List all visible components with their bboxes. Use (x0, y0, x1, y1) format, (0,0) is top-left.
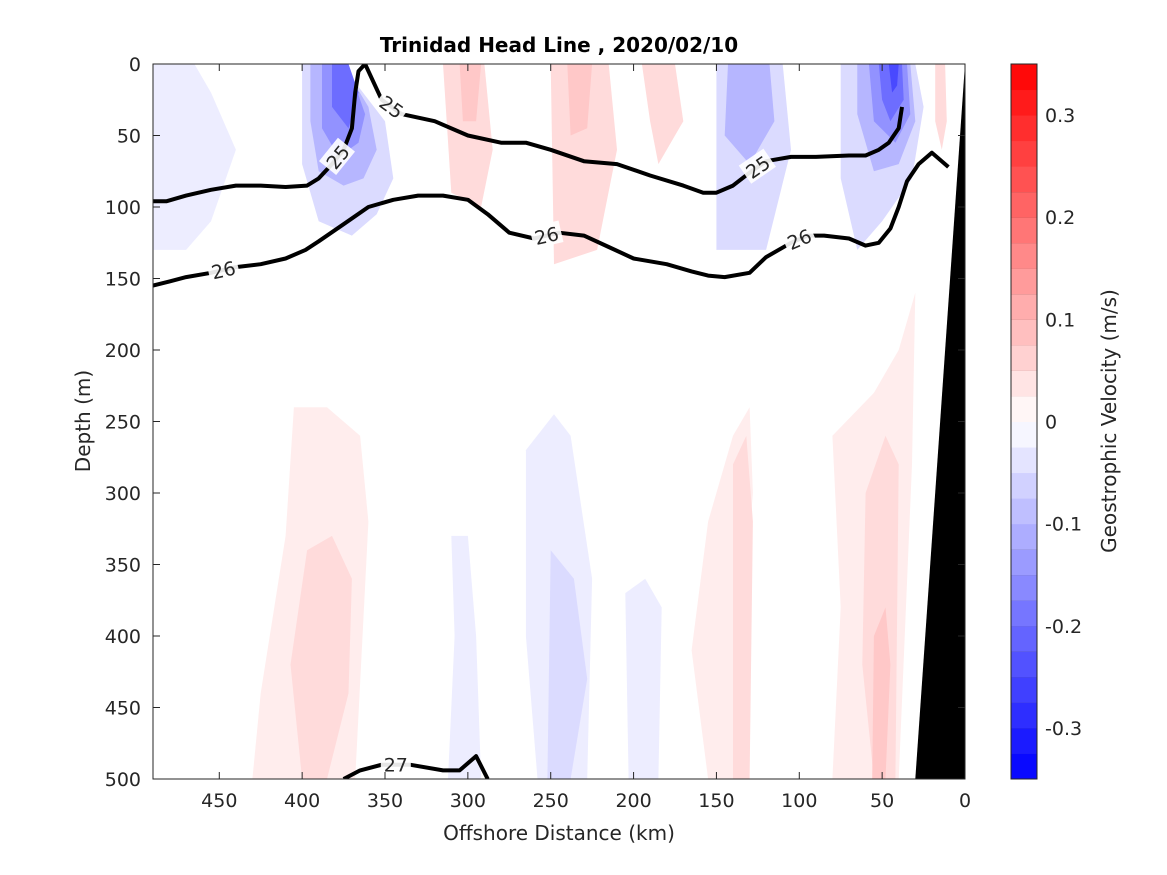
colorbar-step (1011, 727, 1037, 754)
colorbar-step (1011, 549, 1037, 576)
colorbar-step (1011, 702, 1037, 729)
colorbar-step (1011, 166, 1037, 193)
y-axis: 0 50 100 150 200 250 300 350 400 450 500 (105, 54, 965, 791)
y-tick-label: 200 (105, 340, 141, 362)
x-tick-label: 200 (615, 790, 651, 812)
colorbar-ticks: -0.3 -0.2 -0.1 0 0.1 0.2 0.3 (1045, 105, 1082, 740)
colorbar-tick-label: -0.1 (1045, 514, 1082, 536)
y-tick-label: 150 (105, 269, 141, 291)
y-tick-label: 400 (105, 626, 141, 648)
x-tick-label: 300 (450, 790, 486, 812)
colorbar-step (1011, 625, 1037, 652)
velocity-region-27 (862, 435, 899, 779)
velocity-region-23 (625, 578, 662, 779)
velocity-region-8 (567, 64, 593, 136)
velocity-region-0 (153, 64, 236, 250)
x-tick-label: 0 (959, 790, 971, 812)
colorbar-step (1011, 753, 1037, 780)
colorbar-step (1011, 344, 1037, 371)
contour-label-text: 27 (384, 755, 408, 777)
colorbar (1011, 63, 1037, 780)
y-tick-label: 0 (129, 54, 141, 76)
colorbar-step (1011, 319, 1037, 346)
velocity-region-22 (547, 550, 588, 779)
colorbar-tick-label: 0.3 (1045, 105, 1075, 127)
colorbar-step (1011, 64, 1037, 91)
colorbar-step (1011, 370, 1037, 397)
colorbar-step (1011, 395, 1037, 422)
y-tick-label: 300 (105, 483, 141, 505)
colorbar-step (1011, 523, 1037, 550)
y-tick-label: 350 (105, 555, 141, 577)
colorbar-tick-label: -0.2 (1045, 616, 1082, 638)
x-axis: 450 400 350 300 250 200 150 100 50 0 (201, 64, 971, 812)
colorbar-tick-label: 0.1 (1045, 309, 1075, 331)
x-tick-label: 450 (201, 790, 237, 812)
velocity-region-25 (733, 435, 753, 779)
y-tick-label: 50 (117, 126, 141, 148)
velocity-region-28 (872, 607, 891, 779)
colorbar-tick-label: 0.2 (1045, 207, 1075, 229)
y-tick-label: 500 (105, 769, 141, 791)
colorbar-step (1011, 89, 1037, 116)
x-tick-label: 350 (367, 790, 403, 812)
velocity-region-6 (459, 64, 482, 122)
colorbar-label: Geostrophic Velocity (m/s) (1097, 289, 1121, 553)
y-tick-label: 100 (105, 197, 141, 219)
y-tick-label: 450 (105, 698, 141, 720)
colorbar-step (1011, 498, 1037, 525)
x-tick-label: 400 (284, 790, 320, 812)
colorbar-frame (1010, 63, 1038, 780)
colorbar-step (1011, 217, 1037, 244)
contour-label-4: 26 (529, 220, 564, 250)
colorbar-step (1011, 191, 1037, 218)
colorbar-step (1011, 574, 1037, 601)
x-axis-label: Offshore Distance (km) (443, 821, 675, 845)
colorbar-step (1011, 600, 1037, 627)
contour-label-text: 26 (209, 257, 238, 284)
velocity-region-9 (641, 64, 684, 165)
colorbar-step (1011, 115, 1037, 142)
colorbar-step (1011, 447, 1037, 474)
density-contour-25 (153, 64, 904, 204)
velocity-region-11 (724, 64, 775, 165)
contour-label-text: 26 (533, 223, 562, 250)
colorbar-step (1011, 293, 1037, 320)
colorbar-step (1011, 140, 1037, 167)
velocity-fill-layer (153, 64, 947, 779)
velocity-region-19 (290, 535, 352, 779)
colorbar-step (1011, 268, 1037, 295)
colorbar-tick-label: 0 (1045, 412, 1057, 434)
x-tick-label: 50 (870, 790, 894, 812)
velocity-region-7 (550, 64, 617, 265)
velocity-region-20 (448, 535, 482, 779)
density-contour-26 (153, 150, 950, 288)
chart-title: Trinidad Head Line , 2020/02/10 (380, 33, 738, 57)
contour-label-3: 26 (206, 254, 241, 284)
x-tick-label: 150 (698, 790, 734, 812)
bathymetry-shelf (915, 64, 965, 779)
colorbar-step (1011, 472, 1037, 499)
x-tick-label: 100 (781, 790, 817, 812)
y-tick-label: 250 (105, 412, 141, 434)
contour-label-6: 27 (380, 752, 411, 777)
density-contour-layer (153, 64, 950, 779)
velocity-region-17 (935, 64, 947, 150)
y-axis-label: Depth (m) (71, 370, 95, 472)
velocity-region-16 (888, 64, 899, 93)
colorbar-step (1011, 242, 1037, 269)
colorbar-step (1011, 421, 1037, 448)
x-tick-label: 250 (533, 790, 569, 812)
colorbar-step (1011, 676, 1037, 703)
density-contour-27 (342, 754, 490, 779)
colorbar-step (1011, 651, 1037, 678)
colorbar-tick-label: -0.3 (1045, 718, 1082, 740)
bathymetry-layer (915, 64, 965, 779)
